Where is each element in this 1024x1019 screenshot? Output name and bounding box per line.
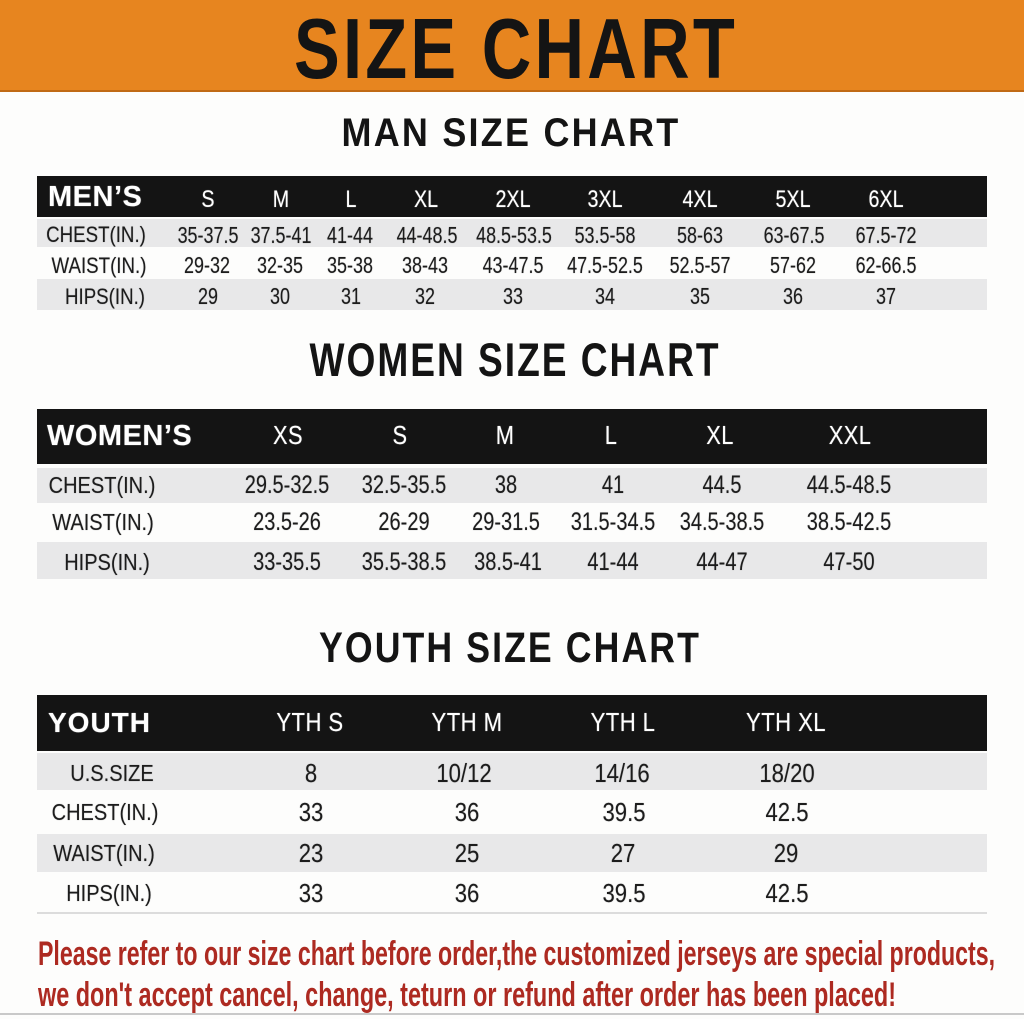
svg-text:YOUTH SIZE CHART: YOUTH SIZE CHART bbox=[319, 624, 701, 672]
svg-text:SIZE CHART: SIZE CHART bbox=[294, 2, 738, 97]
svg-text:we don't accept cancel, change: we don't accept cancel, change, teturn o… bbox=[37, 976, 896, 1014]
svg-text:Please refer to our size chart: Please refer to our size chart before or… bbox=[38, 935, 995, 973]
svg-text:WOMEN SIZE CHART: WOMEN SIZE CHART bbox=[310, 333, 721, 386]
svg-text:MAN SIZE CHART: MAN SIZE CHART bbox=[342, 111, 681, 155]
